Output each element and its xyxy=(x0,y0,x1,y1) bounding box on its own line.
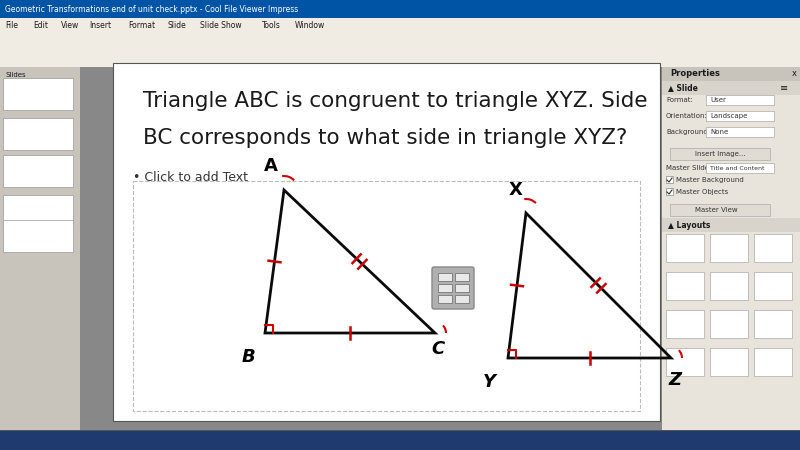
Text: 105%: 105% xyxy=(780,437,800,443)
Bar xyxy=(670,148,770,160)
Text: Tools: Tools xyxy=(262,21,280,30)
Bar xyxy=(662,218,800,232)
Text: Slides: Slides xyxy=(5,72,26,78)
Bar xyxy=(710,348,748,376)
Text: Insert Image...: Insert Image... xyxy=(695,151,746,157)
Bar xyxy=(0,430,800,450)
Bar xyxy=(754,310,792,338)
Bar xyxy=(706,127,774,137)
Text: ▲ Slide: ▲ Slide xyxy=(668,84,698,93)
Bar xyxy=(706,163,774,173)
Bar xyxy=(754,348,792,376)
Bar xyxy=(0,67,80,430)
Text: BC corresponds to what side in triangle XYZ?: BC corresponds to what side in triangle … xyxy=(143,128,627,148)
Text: File: File xyxy=(5,21,18,30)
Text: Format:: Format: xyxy=(666,97,693,103)
Bar xyxy=(3,155,73,187)
Text: Z: Z xyxy=(669,371,682,389)
Bar xyxy=(662,81,800,95)
Text: Master Background: Master Background xyxy=(676,177,744,183)
Bar xyxy=(670,204,770,216)
Text: User: User xyxy=(710,97,726,103)
Bar xyxy=(0,430,800,431)
Text: Master View: Master View xyxy=(695,207,738,213)
Bar xyxy=(710,272,748,300)
FancyBboxPatch shape xyxy=(432,267,474,309)
Text: None: None xyxy=(710,129,728,135)
Text: Landscape: Landscape xyxy=(710,113,747,119)
Text: x: x xyxy=(792,69,797,78)
Bar xyxy=(706,111,774,121)
Bar xyxy=(754,272,792,300)
Text: Master Slide:: Master Slide: xyxy=(666,165,711,171)
Bar xyxy=(662,67,800,81)
Bar xyxy=(3,220,73,252)
Text: Title and Content: Title and Content xyxy=(320,437,380,443)
Text: A: A xyxy=(264,157,278,175)
Bar xyxy=(666,348,704,376)
Text: View: View xyxy=(61,21,79,30)
Text: Triangle ABC is congruent to triangle XYZ. Side: Triangle ABC is congruent to triangle XY… xyxy=(143,91,647,111)
Bar xyxy=(710,310,748,338)
Text: Properties: Properties xyxy=(670,69,720,78)
Text: C: C xyxy=(431,340,445,358)
Bar xyxy=(666,310,704,338)
Bar xyxy=(710,234,748,262)
Text: Background:: Background: xyxy=(666,129,710,135)
Bar xyxy=(666,272,704,300)
Bar xyxy=(438,273,452,281)
Text: English (USA): English (USA) xyxy=(650,437,698,443)
Bar xyxy=(113,63,660,421)
Text: ▲ Layouts: ▲ Layouts xyxy=(668,220,710,230)
Text: Window: Window xyxy=(295,21,326,30)
Text: Slide Show: Slide Show xyxy=(201,21,242,30)
Text: Edit: Edit xyxy=(33,21,48,30)
Bar xyxy=(0,0,800,18)
Text: 12:15 PM: 12:15 PM xyxy=(730,437,762,443)
Bar xyxy=(0,50,800,68)
Bar xyxy=(0,430,800,431)
Bar xyxy=(706,95,774,105)
Text: Orientation:: Orientation: xyxy=(666,113,708,119)
Text: Insert: Insert xyxy=(89,21,111,30)
Bar xyxy=(666,234,704,262)
Bar xyxy=(438,295,452,303)
Bar xyxy=(133,181,640,411)
Text: X: X xyxy=(509,181,523,199)
Bar xyxy=(666,176,673,183)
Text: B: B xyxy=(242,348,256,366)
Bar xyxy=(0,430,800,450)
Bar xyxy=(438,284,452,292)
Bar xyxy=(455,284,469,292)
Text: Slide 3 of 5: Slide 3 of 5 xyxy=(5,437,44,443)
Text: Geometric Transformations end of unit check.pptx - Cool File Viewer Impress: Geometric Transformations end of unit ch… xyxy=(5,4,298,13)
Text: Title and Content: Title and Content xyxy=(710,166,765,171)
Text: Format: Format xyxy=(128,21,155,30)
Text: 12.55 / 7.14: 12.55 / 7.14 xyxy=(490,437,532,443)
Bar xyxy=(3,78,73,110)
Text: • Click to add Text: • Click to add Text xyxy=(133,171,248,184)
Text: Y: Y xyxy=(482,373,495,391)
Bar xyxy=(0,18,800,32)
Text: Master Objects: Master Objects xyxy=(676,189,728,195)
Bar xyxy=(662,67,800,430)
Bar xyxy=(80,67,662,430)
Text: 0.00 x 0.00: 0.00 x 0.00 xyxy=(550,437,590,443)
Text: ≡: ≡ xyxy=(780,83,788,93)
Bar xyxy=(455,295,469,303)
Bar xyxy=(455,273,469,281)
Bar xyxy=(0,32,800,50)
Text: Slide: Slide xyxy=(167,21,186,30)
Bar xyxy=(3,195,73,227)
Bar xyxy=(3,118,73,150)
Bar xyxy=(666,188,673,195)
Bar xyxy=(754,234,792,262)
